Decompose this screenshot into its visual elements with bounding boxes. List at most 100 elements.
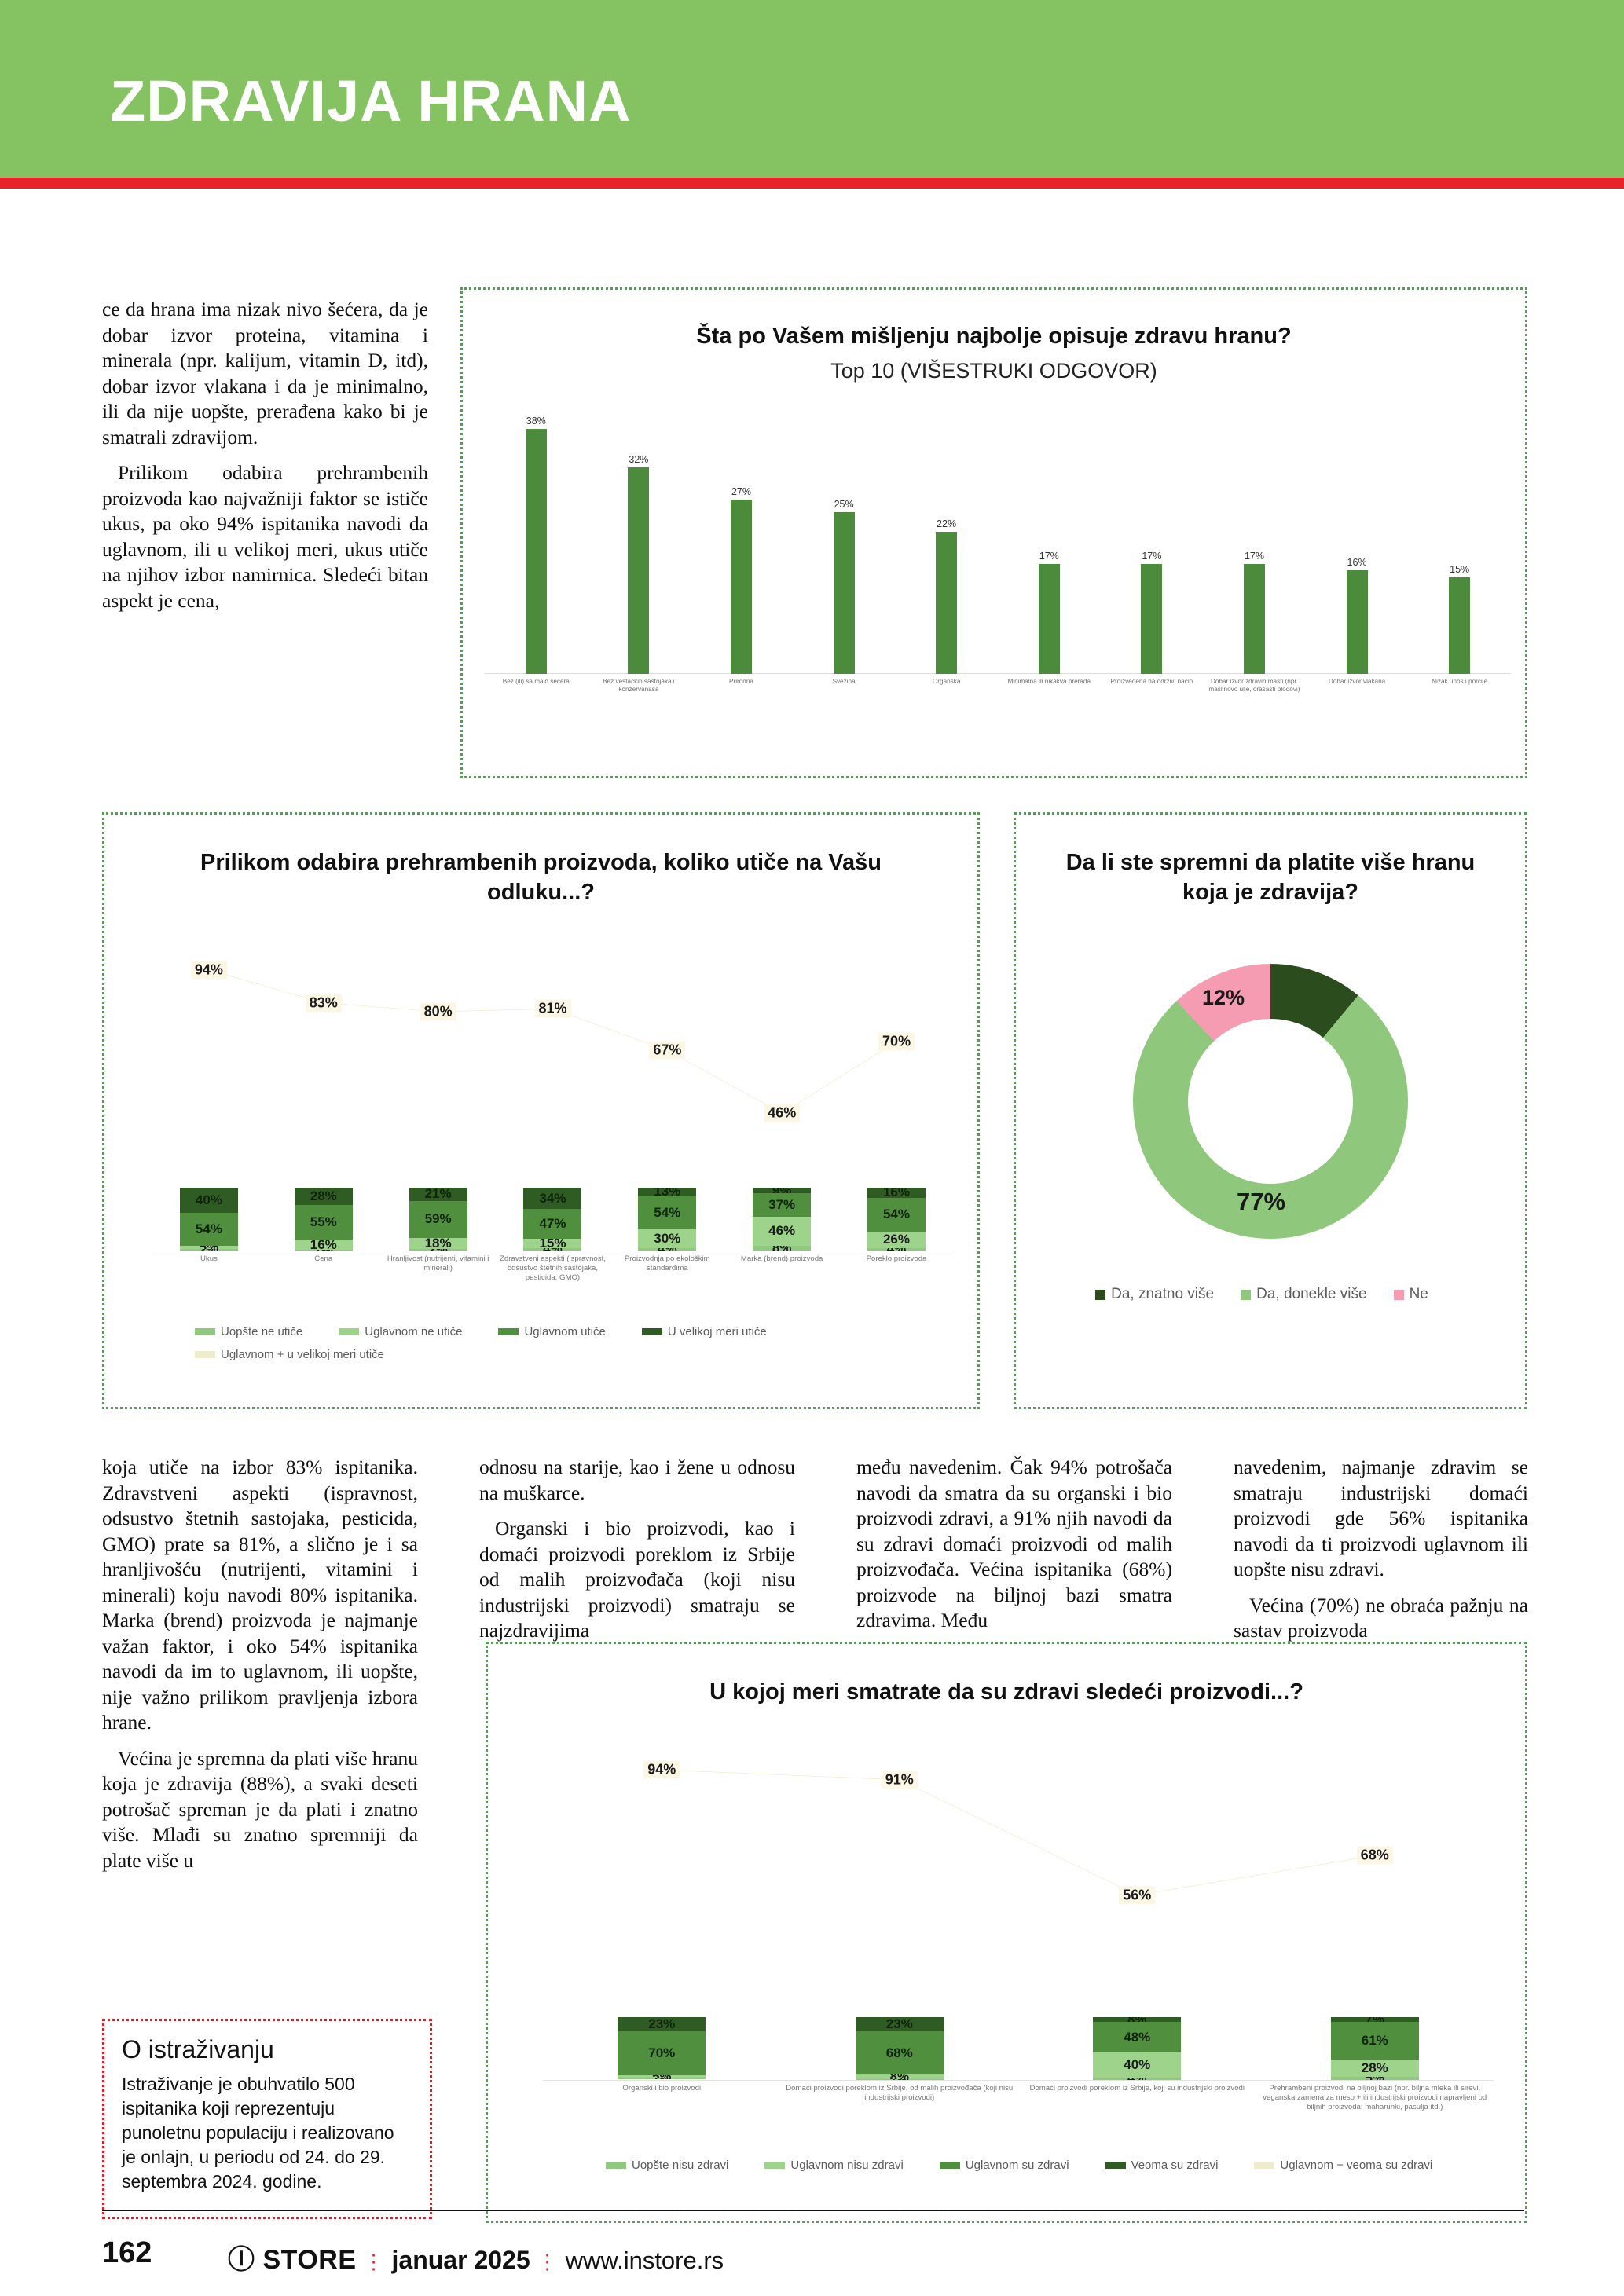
chart1-x-label: Minimalna ili nikakva prerada (1007, 678, 1091, 685)
stacked-bar-segment: 59% (409, 1200, 467, 1238)
instore-logo-icon: Ⓘ (228, 2245, 255, 2275)
chart1-x-axis (485, 673, 1511, 674)
legend-item: Uglavnom nisu zdravi (764, 2159, 904, 2172)
issue-date: januar 2025 (391, 2246, 530, 2274)
legend-label: Uopšte ne utiče (221, 1325, 303, 1338)
stacked-bar-segment: 30% (638, 1229, 697, 1248)
header-red-rule (0, 178, 1624, 189)
legend-swatch-icon (939, 2162, 960, 2169)
footer-separator-1: ⋮ (363, 2250, 385, 2273)
legend-label: Veoma su zdravi (1131, 2159, 1219, 2172)
legend-swatch-icon (764, 2162, 786, 2169)
chart1-x-label: Prirodna (729, 678, 753, 685)
chart2-x-labels: Ukus Cena Hranljivost (nutrijenti, vitamin… (152, 1254, 954, 1283)
stacked-bar-segment: 2% (409, 1249, 467, 1251)
stacked-bar-segment: 37% (753, 1193, 812, 1217)
stacked-bar: 7%61%28%5% (1330, 2017, 1419, 2081)
legend-swatch-icon (339, 1328, 360, 1335)
chart1-x-label: Svežina (832, 678, 856, 685)
footer-rule (102, 2210, 1524, 2211)
body-column-4: među navedenim. Čak 94% potrošača navodi… (856, 1455, 1172, 1634)
legend-item: Veoma su zdravi (1105, 2159, 1219, 2172)
chart1-bar-value: 17% (1244, 551, 1264, 562)
chart1-bar (628, 467, 650, 674)
stacked-x-label: Cena (314, 1254, 333, 1263)
chart1-bar-value: 15% (1450, 563, 1470, 575)
stacked-bar-segment: 23% (855, 2017, 944, 2032)
stacked-bar-segment: 7% (1330, 2017, 1419, 2022)
about-research-box: O istraživanju Istraživanje je obuhvatil… (102, 2019, 432, 2219)
legend-swatch-icon (1393, 1289, 1404, 1300)
legend-swatch-icon (1241, 1289, 1252, 1300)
donut-chart: 12% 77% (1133, 964, 1408, 1239)
legend-swatch-icon (1254, 2162, 1275, 2169)
stacked-bar-segment: 1% (294, 1250, 353, 1251)
legend-item: Ne (1393, 1286, 1428, 1303)
body-column-2: koja utiče na izbor 83% ispitanika. Zdra… (102, 1455, 418, 1873)
chart1-bar-value: 17% (1142, 551, 1162, 562)
paragraph: među navedenim. Čak 94% potrošača navodi… (856, 1456, 1172, 1631)
legend-item: Uglavnom ne utiče (339, 1325, 462, 1338)
stacked-bar-segment: 40% (1093, 2052, 1182, 2078)
stacked-x-label: Poreklo proizvoda (866, 1254, 927, 1263)
stacked-bar-segment: 54% (638, 1196, 697, 1230)
page-title: ZDRAVIJA HRANA (110, 68, 632, 134)
body-column-5: navedenim, najmanje zdravim se smatraju … (1234, 1455, 1528, 1644)
paragraph: koja utiče na izbor 83% ispitanika. Zdra… (102, 1456, 418, 1734)
legend-label: Uglavnom + u velikoj meri utiče (221, 1348, 385, 1361)
stacked-bar-segment: 16% (294, 1240, 353, 1251)
stacked-x-label: Marka (brend) proizvoda (740, 1254, 823, 1263)
stacked-x-label: Domaći proizvodi poreklom iz Srbije, od … (786, 2084, 1014, 2102)
about-text: Istraživanje je obuhvatilo 500 ispitanik… (122, 2074, 394, 2192)
legend-swatch-icon (1105, 2162, 1126, 2169)
chart1-bar-value: 32% (629, 453, 649, 465)
stacked-bar-segment: 4% (1093, 2077, 1182, 2080)
stacked-bar-column: 23%70%5%1% (543, 1750, 781, 2080)
stacked-bar: 9%37%46%8% (753, 1188, 812, 1251)
stacked-bar-segment: 1% (618, 2078, 706, 2080)
legend-item: U velikoj meri utiče (641, 1325, 767, 1338)
chart1-x-labels: Bez (ili) sa malo šećera Bez veštačkih sa… (485, 674, 1511, 723)
stacked-x-label: Ukus (200, 1254, 218, 1263)
stacked-bar-segment: 68% (855, 2031, 944, 2074)
chart1-bar-item: 25% (796, 416, 893, 674)
chart4-plot: 23%70%5%1%23%68%8%1%8%48%40%4%7%61%28%5%… (543, 1750, 1494, 2081)
legend-swatch-icon (641, 1328, 662, 1335)
stacked-bar-segment: 2% (179, 1249, 238, 1251)
paragraph: Prilikom odabira prehrambenih proizvoda … (102, 461, 428, 612)
chart1-title: Šta po Vašem mišljenju najbolje opisuje … (696, 324, 1292, 349)
stacked-bar-column: 28%55%16%1% (266, 952, 381, 1251)
legend-item: Uopšte ne utiče (195, 1325, 302, 1338)
stacked-bar-segment: 8% (753, 1245, 812, 1251)
stacked-bar: 23%70%5%1% (618, 2017, 706, 2080)
chart1-bar-item: 38% (488, 416, 585, 674)
chart1-bar-item: 17% (1001, 416, 1098, 674)
chart3-legend: Da, znatno više Da, donekle više Ne (1047, 1286, 1503, 1313)
legend-label: Uopšte nisu zdravi (632, 2159, 729, 2172)
chart-panel-1: Šta po Vašem mišljenju najbolje opisuje … (460, 287, 1527, 778)
stacked-bar-segment: 28% (1330, 2059, 1419, 2078)
stacked-bar-column: 34%47%15%4% (496, 952, 610, 1251)
legend-item: Da, donekle više (1241, 1286, 1367, 1303)
chart1-bar-value: 38% (526, 416, 546, 427)
stacked-x-label: Organski i bio proizvodi (622, 2084, 702, 2093)
chart2-bars: 40%54%5%2%28%55%16%1%21%59%18%2%34%47%15… (152, 952, 954, 1251)
stacked-bar: 23%68%8%1% (855, 2017, 944, 2080)
stacked-x-label: Prehrambeni proizvodi na biljnoj bazi (n… (1263, 2084, 1487, 2111)
stacked-bar: 16%54%26%4% (867, 1188, 926, 1251)
chart1-bar-value: 16% (1347, 557, 1367, 569)
stacked-bar-segment: 8% (855, 2074, 944, 2080)
stacked-bar-column: 7%61%28%5% (1256, 1750, 1494, 2081)
stacked-bar-segment: 55% (294, 1205, 353, 1240)
stacked-bar-column: 8%48%40%4% (1018, 1750, 1256, 2080)
stacked-bar-segment: 15% (523, 1238, 582, 1248)
chart1-bars: 38% 32% 27% 25% 22% 17% 17% 17% 16% 15% (485, 416, 1511, 674)
stacked-bar: 13%54%30%4% (638, 1188, 697, 1251)
chart1-bar (1038, 564, 1060, 674)
stacked-bar-segment: 23% (618, 2017, 706, 2032)
donut-label-ne: 12% (1202, 986, 1245, 1009)
chart1-x-label: Nizak unos i porcije (1432, 678, 1488, 685)
chart1-bar-value: 17% (1039, 551, 1059, 562)
legend-item: Uglavnom utiče (498, 1325, 606, 1338)
chart1-x-label: Bez (ili) sa malo šećera (502, 678, 570, 685)
